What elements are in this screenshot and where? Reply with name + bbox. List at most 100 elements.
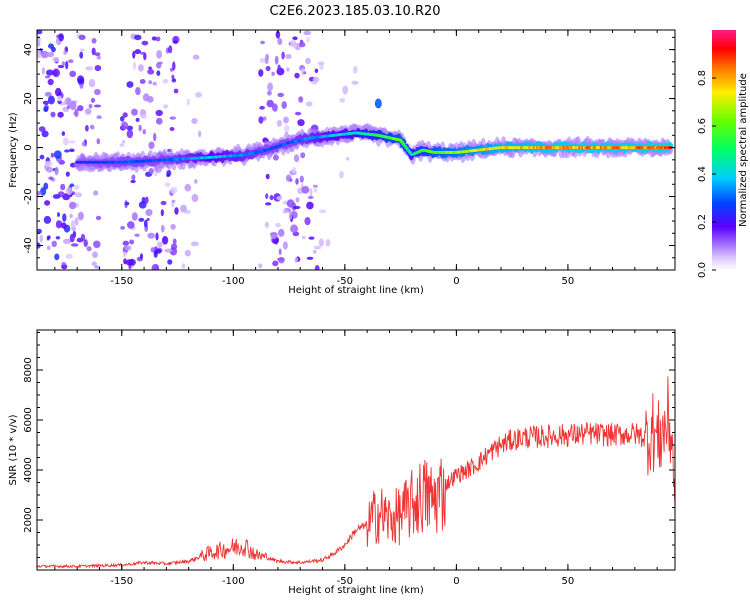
spectrogram-noise-blob — [43, 215, 52, 224]
spectrogram-noise-blob — [265, 193, 269, 199]
spectrogram-noise-blob — [65, 60, 69, 70]
spectrogram-noise-blob — [138, 217, 145, 222]
spectrogram-noise-blob — [317, 61, 325, 65]
colorbar-ticks: 0.0 0.2 0.4 0.6 0.8 — [697, 70, 716, 278]
spectrogram-noise-blob — [126, 129, 134, 139]
x-tick-label: -100 — [222, 576, 245, 587]
spectrogram-noise-blob — [91, 38, 97, 44]
spectrogram-noise-blob — [295, 178, 299, 185]
spectrogram-noise-blob — [152, 81, 157, 86]
spectrogram-noise-blob — [63, 238, 71, 244]
y-tick-label: 8000 — [23, 357, 34, 382]
spectrogram-noise-blob — [309, 188, 313, 197]
spectrogram-noise-blob — [157, 241, 163, 248]
spectrogram-noise-blob — [68, 148, 75, 153]
spectrogram-noise-blob — [127, 221, 135, 229]
spectrogram-noise-blob — [41, 67, 45, 75]
spectrogram-noise-blob — [50, 152, 55, 158]
spectrogram-noise-blob — [47, 95, 55, 105]
spectrogram-noise-blob — [96, 115, 102, 120]
spectrogram-frame — [36, 29, 676, 271]
spectrogram-noise-blob — [258, 263, 263, 269]
spectrogram-noise-blob — [63, 137, 69, 146]
spectrogram-noise-blob — [269, 195, 274, 201]
chart-title: C2E6.2023.185.03.10.R20 — [269, 4, 440, 19]
x-tick-label: -150 — [110, 576, 133, 587]
spectrogram-noise-blob — [126, 125, 133, 131]
spectrogram-noise-blob — [303, 71, 307, 75]
spectrogram-noise-blob — [148, 141, 155, 150]
colorbar-label: Normalized spectral amplitude — [738, 73, 749, 227]
spectrogram-noise-blob — [65, 171, 70, 177]
spectrogram-noise-blob — [94, 265, 101, 269]
x-tick-label: -50 — [337, 576, 353, 587]
spectrogram-noise-blob — [88, 78, 96, 88]
spectrogram-noise-blob — [94, 65, 102, 72]
spectrogram-noise-blob — [282, 241, 288, 250]
x-tick-label: 0 — [453, 576, 459, 587]
spectrogram-noise-blob — [150, 247, 155, 253]
spectrogram-noise-blob — [184, 183, 192, 192]
spectrogram-noise-blob — [172, 61, 176, 71]
spectrogram-noise-blob — [69, 201, 77, 210]
spectrogram-noise-blob — [68, 59, 74, 63]
spectrogram-noise-blob — [60, 183, 66, 191]
spectrogram-noise-blob — [140, 114, 148, 119]
spectrogram-noise-blob — [264, 221, 269, 229]
spectrogram-noise-blob — [164, 182, 171, 187]
spectrogram-noise-blob — [43, 106, 49, 113]
spectrogram-noise-blob — [314, 265, 320, 270]
spectrogram-noise-blob — [41, 130, 49, 138]
spectrogram-noise-blob — [37, 191, 42, 196]
spectrogram-noise-blob — [301, 235, 306, 240]
spectrogram-noise-blob — [122, 139, 126, 144]
spectrogram-noise-blob — [174, 207, 179, 215]
spectrogram-noise-blob — [258, 116, 264, 124]
y-tick-label: -20 — [23, 188, 34, 204]
spectrogram-noise-blob — [140, 51, 145, 55]
spectrogram-noise-blob — [270, 232, 278, 240]
spectrogram-noise-blob — [89, 124, 95, 130]
spectrogram-noise-blob — [66, 187, 73, 195]
spectrogram-noise-blob — [61, 131, 65, 136]
spectrogram-noise-blob — [37, 30, 43, 35]
x-tick-label: 50 — [562, 576, 575, 587]
spectrogram-noise-blob — [276, 196, 283, 201]
spectrogram-noise-blob — [134, 233, 140, 237]
spectrogram-noise-blob — [168, 45, 173, 54]
spectrogram-noise-blob — [46, 69, 54, 76]
spectrogram-noise-blob — [194, 179, 198, 184]
spectrogram-noise-blob — [294, 111, 302, 116]
spectrogram-noise-blob — [267, 90, 272, 96]
spectrogram-noise-blob — [125, 259, 134, 266]
spectrogram-noise-blob — [163, 236, 167, 243]
spectrogram-noise-blob — [124, 245, 132, 251]
spectrogram-noise-blob — [339, 98, 346, 103]
spectrogram-noise-blob — [91, 261, 98, 267]
x-tick-label: 50 — [562, 276, 575, 287]
spectrogram-blobs — [37, 30, 674, 270]
spectrogram-noise-blob — [125, 201, 130, 206]
colorbar-tick-label: 0.2 — [697, 214, 708, 230]
spectrogram-noise-blob — [91, 47, 96, 56]
spectrogram-noise-blob — [281, 51, 285, 60]
spectrogram-noise-blob — [135, 87, 141, 96]
spectrogram-noise-blob — [57, 64, 65, 69]
spectrogram-noise-blob — [292, 36, 298, 41]
spectrogram-noise-blob — [312, 76, 320, 83]
spectrogram-noise-blob — [278, 256, 285, 264]
spectrogram-noise-blob — [51, 240, 57, 247]
spectrogram-noise-blob — [46, 245, 51, 251]
spectrogram-noise-blob — [304, 217, 311, 226]
spectrogram-noise-blob — [274, 55, 279, 65]
spectrogram-noise-blob — [151, 36, 157, 41]
spectrogram-noise-blob — [147, 232, 155, 239]
spectrogram-noise-blob — [294, 257, 298, 263]
spectrogram-noise-blob — [319, 209, 327, 214]
spectrogram-noise-blob — [85, 125, 89, 132]
snr-panel: -150 -100 -50 0 50 2000 4000 6000 8000 Height of… — [8, 329, 676, 596]
spectrogram-noise-blob — [132, 61, 137, 70]
spectrogram-noise-blob — [77, 211, 84, 221]
spectrogram-noise-blob — [74, 108, 79, 118]
